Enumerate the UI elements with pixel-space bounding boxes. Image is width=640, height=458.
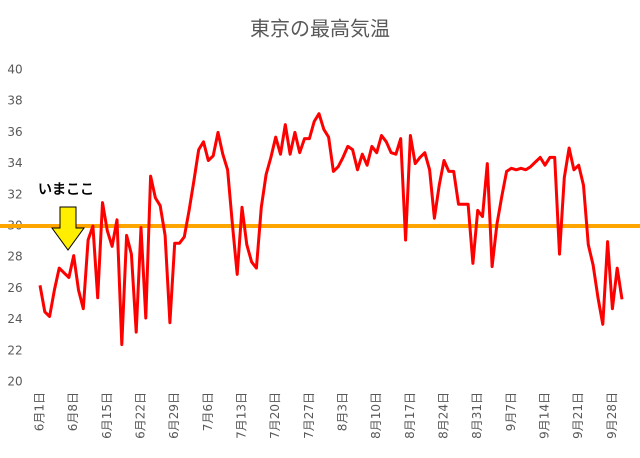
annotation: いまここ <box>38 182 94 198</box>
x-tick-label: 6月1日 <box>33 392 47 431</box>
x-tick-label: 9月14日 <box>538 392 552 439</box>
x-tick-label: 7月27日 <box>302 392 316 439</box>
line <box>38 112 624 347</box>
x-tick-label: 6月8日 <box>66 392 80 431</box>
x-tick-label: 8月24日 <box>437 392 451 439</box>
x-tick-label: 7月20日 <box>268 392 282 439</box>
y-tick-label: 36 <box>7 125 22 139</box>
y-tick-label: 24 <box>7 312 22 326</box>
x-tick-label: 8月17日 <box>403 392 417 439</box>
annotation-arrow <box>51 206 85 251</box>
y-tick-label: 38 <box>7 94 22 108</box>
x-tick-label: 8月10日 <box>369 392 383 439</box>
x-tick-label: 6月15日 <box>100 392 114 439</box>
y-tick-label: 28 <box>7 250 22 264</box>
y-tick-label: 40 <box>7 63 22 77</box>
y-tick-label: 34 <box>7 156 22 170</box>
y-tick-label: 32 <box>7 187 22 201</box>
x-tick-label: 8月3日 <box>336 392 350 431</box>
x-tick-label: 9月7日 <box>504 392 518 431</box>
x-tick-label: 6月29日 <box>167 392 181 439</box>
x-tick-label: 9月21日 <box>571 392 585 439</box>
y-tick-label: 22 <box>7 343 22 357</box>
x-tick-label: 8月31日 <box>470 392 484 439</box>
x-tick-label: 7月6日 <box>201 392 215 431</box>
chart-title: 東京の最高気温 <box>250 17 390 41</box>
x-tick-label: 9月28日 <box>605 392 619 439</box>
y-tick-label: 26 <box>7 281 22 295</box>
x-tick-label: 6月22日 <box>134 392 148 439</box>
y-tick-label: 20 <box>7 375 22 389</box>
x-tick-label: 7月13日 <box>235 392 249 439</box>
